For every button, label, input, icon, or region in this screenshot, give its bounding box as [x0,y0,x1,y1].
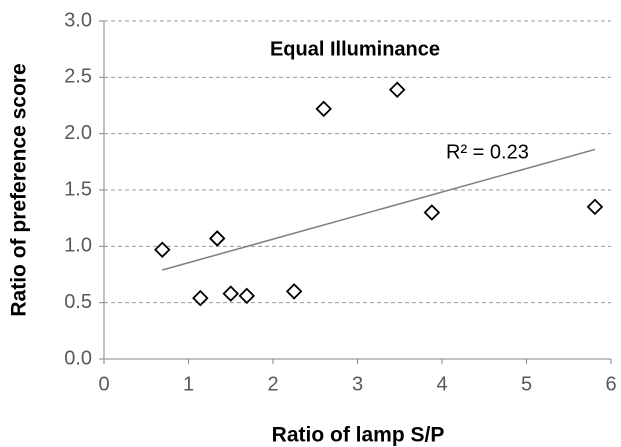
x-tick-label: 4 [436,373,447,395]
trendline-label: R² = 0.23 [446,141,529,163]
x-tick-label: 5 [521,373,532,395]
x-tick-label: 2 [267,373,278,395]
y-tick-label: 2.0 [64,122,92,144]
point [388,81,406,98]
point [192,289,209,307]
point [208,230,226,247]
x-tick-label: 1 [183,373,194,395]
y-tick-label: 1.0 [64,235,92,257]
x-tick-label: 0 [98,373,109,395]
point [315,100,332,118]
y-tick-label: 1.5 [64,178,92,200]
point [154,241,171,258]
point [423,204,441,221]
point [238,287,256,305]
y-tick-label: 2.5 [64,66,92,88]
point [285,283,303,300]
point [222,285,240,302]
y-tick-label: 3.0 [64,9,92,31]
trendline [162,148,596,271]
x-tick-label: 3 [352,373,363,395]
x-tick-label: 6 [605,373,616,395]
point [586,198,604,216]
y-tick-label: 0.5 [64,291,92,313]
x-axis-title: Ratio of lamp S/P [272,424,445,447]
y-tick-label: 0.0 [64,347,92,369]
chart-title: Equal Illuminance [270,38,440,60]
y-axis-title: Ratio of preference score [8,63,31,316]
